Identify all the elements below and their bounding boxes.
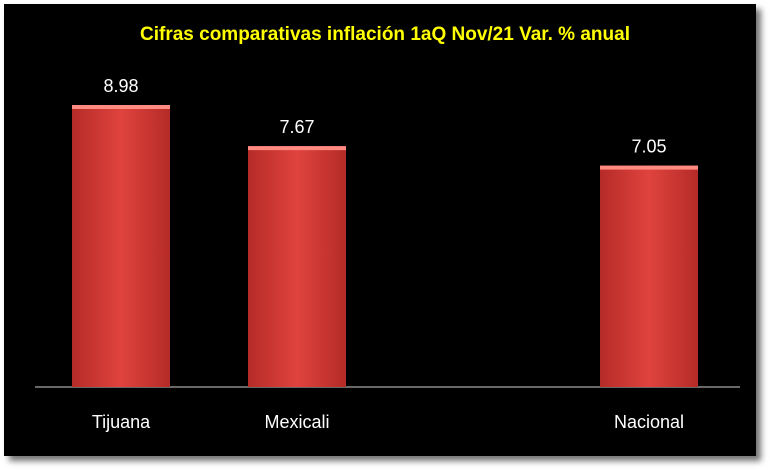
bar-mexicali [248,146,346,387]
bars-group [72,105,698,387]
category-label-nacional: Nacional [614,412,684,432]
value-label-nacional: 7.05 [631,137,666,157]
bar-top-highlight-mexicali [248,146,346,151]
value-label-tijuana: 8.98 [103,76,138,96]
chart-title: Cifras comparativas inflación 1aQ Nov/21… [140,24,630,45]
bar-top-highlight-nacional [600,165,698,170]
category-label-mexicali: Mexicali [264,412,329,432]
category-label-tijuana: Tijuana [92,412,151,432]
bar-nacional [600,165,698,387]
value-label-mexicali: 7.67 [279,117,314,137]
labels-group: 8.98 Tijuana 7.67 Mexicali 7.05 Nacional [92,76,684,432]
bar-tijuana [72,105,170,387]
bar-top-highlight-tijuana [72,105,170,109]
